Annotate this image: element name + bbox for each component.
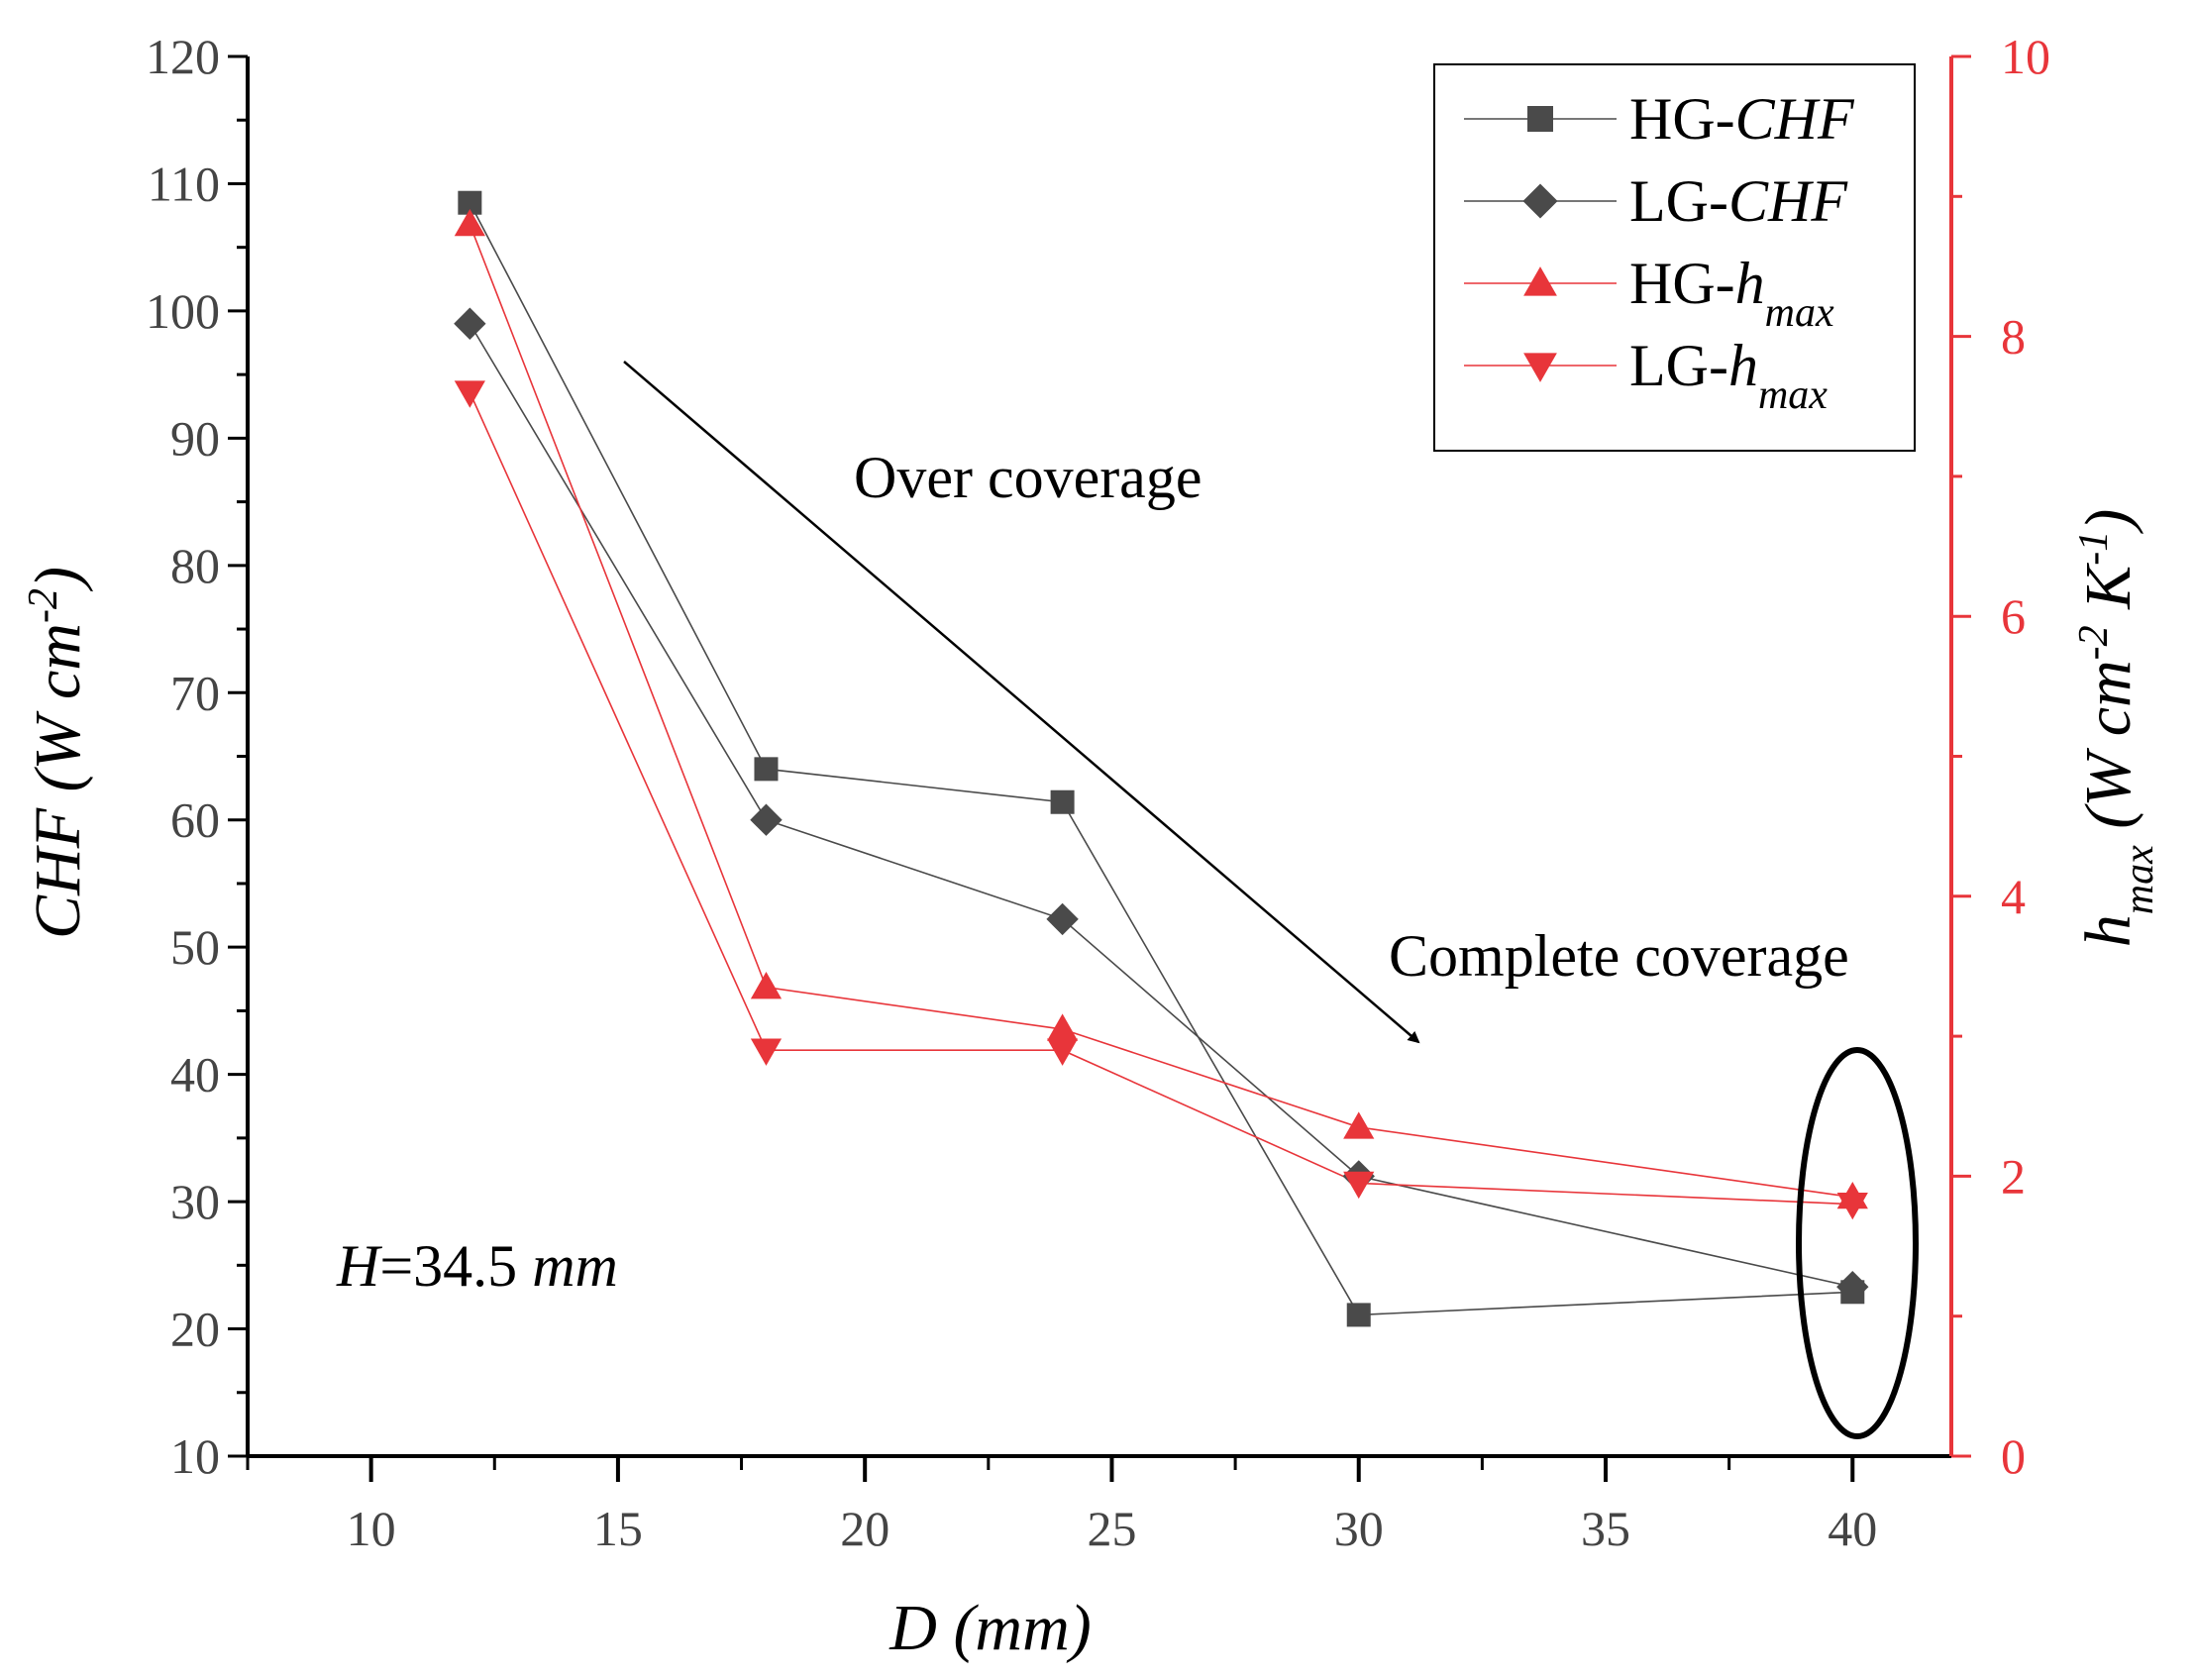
y-left-tick-label: 90 <box>170 410 220 466</box>
series-4-point <box>1047 1038 1079 1066</box>
series-4-point <box>454 380 485 408</box>
series-3-point <box>750 972 783 999</box>
y-left-tick-label: 60 <box>170 792 220 848</box>
y-right-tick-label: 0 <box>2001 1428 2026 1484</box>
legend-marker-4 <box>1523 353 1557 382</box>
series-3-point <box>454 208 485 237</box>
y-right-tick-label: 10 <box>2001 29 2050 84</box>
y-left-tick-label: 20 <box>170 1302 220 1357</box>
axes: 10 15 20 25 30 35 4010203040506070809010011012… <box>146 29 2050 1556</box>
y-left-tick-label: 120 <box>146 29 220 84</box>
y-right-axis-title: hmax (W cm-2 K-1) <box>2071 509 2162 947</box>
y-left-tick-label: 110 <box>148 156 220 211</box>
series-1-point <box>1050 789 1075 814</box>
series-2-point <box>1046 902 1079 936</box>
complete-coverage-ellipse <box>1796 1047 1919 1439</box>
series-4-point <box>1836 1192 1868 1220</box>
y-left-tick-label: 40 <box>170 1047 220 1102</box>
series-2-point <box>1836 1270 1869 1304</box>
legend-label-4: LG-hmax <box>1629 333 1828 418</box>
y-right-tick-label: 4 <box>2001 869 2026 924</box>
y-left-tick-label: 80 <box>170 538 220 593</box>
series-1-point <box>754 757 779 782</box>
legend-marker-1 <box>1527 106 1553 132</box>
annotation-height: H=34.5 mm <box>336 1233 618 1299</box>
y-left-tick-label: 100 <box>146 283 220 339</box>
series-markers <box>454 190 1869 1327</box>
legend-box <box>1433 63 1916 452</box>
x-tick-label: 20 <box>840 1501 889 1556</box>
y-left-axis-title: CHF (W cm-2) <box>21 567 94 939</box>
y-left-tick-label: 70 <box>170 665 220 720</box>
series-3-point <box>1343 1111 1375 1139</box>
legend-marker-2 <box>1522 183 1558 219</box>
x-tick-label: 10 <box>347 1501 396 1556</box>
series-4-point <box>1343 1171 1375 1200</box>
legend-label-3: HG-hmax <box>1629 251 1834 336</box>
x-tick-label: 30 <box>1334 1501 1384 1556</box>
trend-arrow <box>623 361 1420 1044</box>
y-right-tick-label: 6 <box>2001 588 2026 644</box>
legend-label-2: LG-CHF <box>1629 168 1848 234</box>
x-tick-label: 35 <box>1581 1501 1630 1556</box>
series-line-4 <box>469 391 1853 1206</box>
y-left-tick-label: 50 <box>170 919 220 975</box>
series-2-point <box>750 803 783 836</box>
series-2-point <box>454 307 486 340</box>
y-right-tick-label: 2 <box>2001 1148 2026 1204</box>
x-tick-label: 40 <box>1828 1501 1877 1556</box>
series-1-point <box>1346 1303 1371 1327</box>
annotation-complete-coverage: Complete coverage <box>1389 923 1849 989</box>
y-left-tick-label: 30 <box>170 1174 220 1229</box>
series-3-point <box>1047 1013 1079 1041</box>
y-right-tick-label: 8 <box>2001 309 2026 365</box>
y-left-tick-label: 10 <box>170 1428 220 1484</box>
legend-label-1: HG-CHF <box>1629 86 1855 152</box>
x-tick-label: 25 <box>1087 1501 1136 1556</box>
legend-marker-3 <box>1523 266 1557 296</box>
x-axis-title: D (mm) <box>888 1592 1091 1664</box>
annotation-over-coverage: Over coverage <box>854 445 1202 510</box>
series-4-point <box>750 1038 783 1066</box>
x-tick-label: 15 <box>593 1501 643 1556</box>
